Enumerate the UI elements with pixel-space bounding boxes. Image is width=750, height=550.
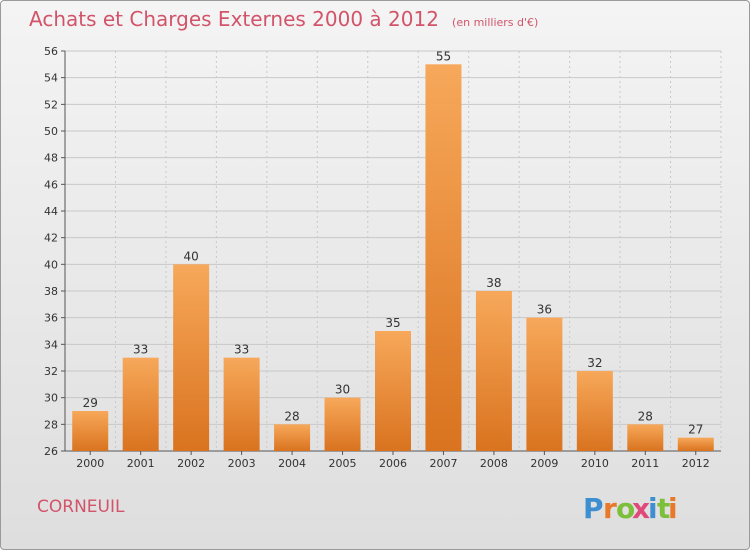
bar [274,424,311,451]
bar-value-label: 32 [587,356,602,370]
bar [122,357,159,451]
label-layer: 26 28 30 32 34 36 38 40 42 44 46 48 50 52 54 56 29 2000 33… [44,45,710,470]
logo-letter: P [583,492,604,525]
bar [526,317,563,451]
x-tick-label: 2011 [631,457,659,470]
bar-value-label: 28 [638,409,653,423]
bar [223,357,260,451]
bar-value-label: 33 [234,343,249,357]
unit-note: (en milliers d'€) [452,16,539,29]
logo-letter: t [657,492,670,525]
y-tick-label: 26 [44,445,58,458]
y-tick-label: 44 [44,205,58,218]
x-tick-label: 2012 [682,457,710,470]
bar [627,424,664,451]
y-tick-label: 48 [44,152,58,165]
x-tick-label: 2008 [480,457,508,470]
x-tick-label: 2006 [379,457,407,470]
chart-title: Achats et Charges Externes 2000 à 2012 (… [29,7,538,31]
y-tick-label: 34 [44,338,58,351]
bar [72,411,109,451]
bar-value-label: 30 [335,383,350,397]
bar-value-label: 29 [83,396,98,410]
y-tick-label: 38 [44,285,58,298]
bar-value-label: 36 [537,303,552,317]
bar [425,64,462,452]
bar-value-label: 27 [688,423,703,437]
logo-letter: o [616,492,635,525]
bar [324,397,361,451]
y-tick-label: 30 [44,392,58,405]
y-tick-label: 28 [44,418,58,431]
logo-letter: r [603,492,617,525]
y-tick-label: 36 [44,312,58,325]
bar-value-label: 33 [133,343,148,357]
x-tick-label: 2004 [278,457,306,470]
bar-value-label: 28 [284,409,299,423]
y-tick-label: 32 [44,365,58,378]
bar-value-label: 40 [184,249,199,263]
logo-letter: i [668,492,678,525]
y-tick-label: 52 [44,98,58,111]
y-tick-label: 42 [44,232,58,245]
bar [677,437,714,451]
x-tick-label: 2001 [127,457,155,470]
y-tick-label: 56 [44,45,58,58]
bar-value-label: 38 [486,276,501,290]
x-tick-label: 2009 [530,457,558,470]
x-tick-label: 2002 [177,457,205,470]
x-tick-label: 2000 [76,457,104,470]
bar-layer [72,64,714,452]
y-tick-label: 40 [44,258,58,271]
bar [576,371,613,451]
title-text: Achats et Charges Externes 2000 à 2012 [29,7,439,31]
bar [475,291,512,451]
y-tick-label: 50 [44,125,58,138]
x-tick-label: 2005 [329,457,357,470]
commune-name: CORNEUIL [37,497,125,517]
x-tick-label: 2003 [228,457,256,470]
x-tick-label: 2007 [429,457,457,470]
x-tick-label: 2010 [581,457,609,470]
bar [375,331,411,451]
y-tick-label: 54 [44,72,58,85]
logo-letter: i [648,492,658,525]
bar-value-label: 35 [385,316,400,330]
bar-value-label: 55 [436,49,451,63]
bar [173,264,210,451]
y-tick-label: 46 [44,178,58,191]
logo-letter: x [632,492,650,525]
